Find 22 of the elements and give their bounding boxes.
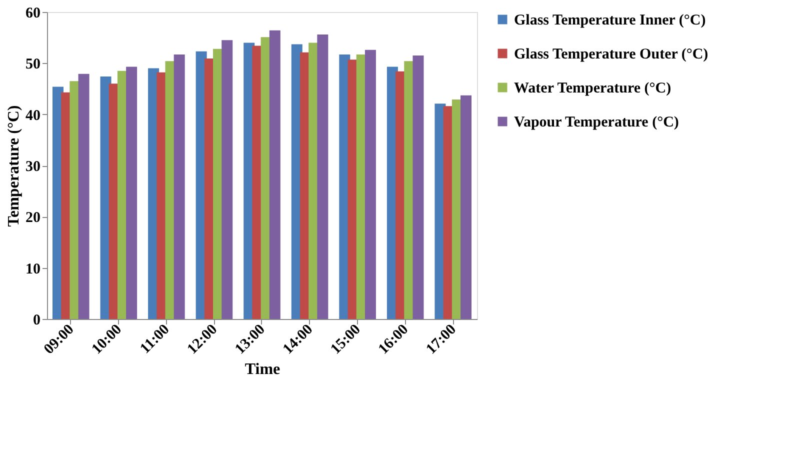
bar <box>364 50 376 319</box>
bar <box>412 55 424 319</box>
y-tick-label: 40 <box>26 108 40 124</box>
bar <box>317 34 328 319</box>
y-tick-label: 20 <box>26 210 40 226</box>
legend-label: Glass Temperature Inner (°C) <box>514 12 706 28</box>
y-tick-label: 30 <box>26 159 40 175</box>
bar <box>460 95 472 319</box>
bar <box>269 30 280 319</box>
bar <box>78 74 90 319</box>
bar <box>222 40 233 319</box>
y-axis-title: Temperature (°C) <box>6 105 22 227</box>
legend-label: Glass Temperature Outer (°C) <box>514 46 708 62</box>
bar <box>126 66 138 319</box>
y-tick-label: 10 <box>26 261 40 278</box>
bar <box>174 54 185 319</box>
x-axis-title: Time <box>244 360 280 378</box>
legend-label: Water Temperature (°C) <box>514 80 672 96</box>
legend-label: Vapour Temperature (°C) <box>514 114 679 130</box>
y-tick-label: 0 <box>33 312 40 328</box>
y-tick-label: 60 <box>26 6 40 22</box>
y-tick-label: 50 <box>26 56 40 73</box>
